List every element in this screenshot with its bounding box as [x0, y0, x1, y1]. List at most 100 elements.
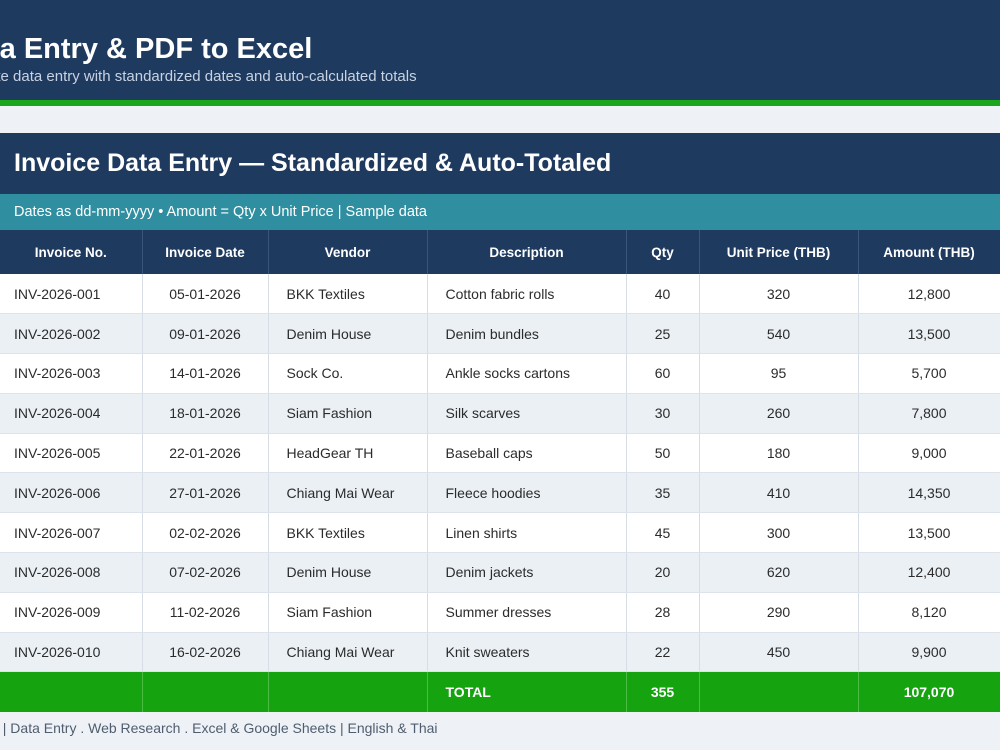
description-cell[interactable]: Ankle socks cartons — [427, 353, 627, 394]
header-divider — [0, 100, 1000, 106]
invoice-number-cell[interactable]: INV-2026-009 — [0, 592, 143, 633]
qty-cell[interactable]: 45 — [626, 512, 700, 554]
amount-cell[interactable]: 12,400 — [858, 552, 1000, 593]
vendor-cell[interactable]: Siam Fashion — [268, 393, 428, 434]
description-cell[interactable]: Linen shirts — [427, 512, 627, 554]
table-row: INV-2026-002 09-01-2026 Denim House Deni… — [0, 313, 1000, 355]
invoice-date-cell[interactable]: 07-02-2026 — [142, 552, 269, 593]
table-row: INV-2026-003 14-01-2026 Sock Co. Ankle s… — [0, 353, 1000, 394]
info-band: Dates as dd-mm-yyyy • Amount = Qty x Uni… — [0, 194, 1000, 230]
qty-cell[interactable]: 60 — [626, 353, 700, 394]
description-cell[interactable]: Denim bundles — [427, 313, 627, 355]
invoice-date-cell[interactable]: 11-02-2026 — [142, 592, 269, 633]
amount-cell[interactable]: 9,900 — [858, 632, 1000, 673]
invoice-number-cell[interactable]: INV-2026-001 — [0, 274, 143, 315]
unit-price-cell[interactable]: 300 — [699, 512, 859, 554]
amount-cell[interactable]: 13,500 — [858, 512, 1000, 554]
amount-cell[interactable]: 14,350 — [858, 472, 1000, 514]
total-row: TOTAL 355 107,070 — [0, 671, 1000, 712]
column-header[interactable]: Amount (THB) — [858, 230, 1000, 274]
unit-price-cell[interactable]: 320 — [699, 274, 859, 315]
amount-cell[interactable]: 9,000 — [858, 433, 1000, 474]
vendor-cell[interactable]: Sock Co. — [268, 353, 428, 394]
invoice-number-cell[interactable]: INV-2026-008 — [0, 552, 143, 593]
invoice-number-cell[interactable]: INV-2026-003 — [0, 353, 143, 394]
total-amount: 107,070 — [858, 671, 1000, 712]
vendor-cell[interactable]: HeadGear TH — [268, 433, 428, 474]
invoice-date-cell[interactable]: 14-01-2026 — [142, 353, 269, 394]
vendor-cell[interactable]: BKK Textiles — [268, 274, 428, 315]
description-cell[interactable]: Cotton fabric rolls — [427, 274, 627, 315]
description-cell[interactable]: Fleece hoodies — [427, 472, 627, 514]
unit-price-cell[interactable]: 620 — [699, 552, 859, 593]
vendor-cell[interactable]: BKK Textiles — [268, 512, 428, 554]
vendor-cell[interactable]: Siam Fashion — [268, 592, 428, 633]
column-header[interactable]: Description — [427, 230, 627, 274]
invoice-date-cell[interactable]: 22-01-2026 — [142, 433, 269, 474]
qty-cell[interactable]: 50 — [626, 433, 700, 474]
vendor-cell[interactable]: Chiang Mai Wear — [268, 632, 428, 673]
vendor-cell[interactable]: Denim House — [268, 313, 428, 355]
qty-cell[interactable]: 20 — [626, 552, 700, 593]
table-row: INV-2026-006 27-01-2026 Chiang Mai Wear … — [0, 472, 1000, 514]
total-empty-cell — [268, 671, 428, 712]
description-cell[interactable]: Silk scarves — [427, 393, 627, 434]
total-label: TOTAL — [427, 671, 627, 712]
invoice-number-cell[interactable]: INV-2026-010 — [0, 632, 143, 673]
qty-cell[interactable]: 22 — [626, 632, 700, 673]
invoice-date-cell[interactable]: 09-01-2026 — [142, 313, 269, 355]
vendor-cell[interactable]: Chiang Mai Wear — [268, 472, 428, 514]
column-header[interactable]: Unit Price (THB) — [699, 230, 859, 274]
table-row: INV-2026-008 07-02-2026 Denim House Deni… — [0, 552, 1000, 593]
table-row: INV-2026-001 05-01-2026 BKK Textiles Cot… — [0, 274, 1000, 315]
description-cell[interactable]: Knit sweaters — [427, 632, 627, 673]
amount-cell[interactable]: 13,500 — [858, 313, 1000, 355]
amount-cell[interactable]: 8,120 — [858, 592, 1000, 633]
amount-cell[interactable]: 5,700 — [858, 353, 1000, 394]
qty-cell[interactable]: 30 — [626, 393, 700, 434]
total-qty: 355 — [626, 671, 700, 712]
unit-price-cell[interactable]: 260 — [699, 393, 859, 434]
unit-price-cell[interactable]: 290 — [699, 592, 859, 633]
total-empty-cell — [142, 671, 269, 712]
column-header[interactable]: Invoice Date — [142, 230, 269, 274]
unit-price-cell[interactable]: 180 — [699, 433, 859, 474]
invoice-date-cell[interactable]: 16-02-2026 — [142, 632, 269, 673]
footer-text: J. | Data Entry . Web Research . Excel &… — [0, 720, 438, 736]
unit-price-cell[interactable]: 95 — [699, 353, 859, 394]
unit-price-cell[interactable]: 410 — [699, 472, 859, 514]
qty-cell[interactable]: 25 — [626, 313, 700, 355]
invoice-number-cell[interactable]: INV-2026-002 — [0, 313, 143, 355]
unit-price-cell[interactable]: 450 — [699, 632, 859, 673]
amount-cell[interactable]: 12,800 — [858, 274, 1000, 315]
qty-cell[interactable]: 35 — [626, 472, 700, 514]
description-cell[interactable]: Summer dresses — [427, 592, 627, 633]
total-empty-cell — [699, 671, 859, 712]
qty-cell[interactable]: 40 — [626, 274, 700, 315]
description-cell[interactable]: Baseball caps — [427, 433, 627, 474]
invoice-number-cell[interactable]: INV-2026-007 — [0, 512, 143, 554]
invoice-date-cell[interactable]: 27-01-2026 — [142, 472, 269, 514]
invoice-date-cell[interactable]: 18-01-2026 — [142, 393, 269, 434]
card-title: Invoice Data Entry — Standardized & Auto… — [0, 133, 1000, 194]
invoice-number-cell[interactable]: INV-2026-006 — [0, 472, 143, 514]
invoice-number-cell[interactable]: INV-2026-005 — [0, 433, 143, 474]
description-cell[interactable]: Denim jackets — [427, 552, 627, 593]
qty-cell[interactable]: 28 — [626, 592, 700, 633]
amount-cell[interactable]: 7,800 — [858, 393, 1000, 434]
unit-price-cell[interactable]: 540 — [699, 313, 859, 355]
column-header[interactable]: Qty — [626, 230, 700, 274]
total-empty-cell — [0, 671, 143, 712]
page-title: ta Entry & PDF to Excel — [0, 33, 313, 65]
column-header[interactable]: Vendor — [268, 230, 428, 274]
invoice-date-cell[interactable]: 05-01-2026 — [142, 274, 269, 315]
invoice-table: Invoice No. Invoice Date Vendor Descript… — [0, 230, 1000, 712]
table-row: INV-2026-005 22-01-2026 HeadGear TH Base… — [0, 433, 1000, 474]
page-header: ta Entry & PDF to Excel ate data entry w… — [0, 0, 1000, 100]
invoice-date-cell[interactable]: 02-02-2026 — [142, 512, 269, 554]
invoice-number-cell[interactable]: INV-2026-004 — [0, 393, 143, 434]
table-row: INV-2026-010 16-02-2026 Chiang Mai Wear … — [0, 632, 1000, 673]
table-row: INV-2026-004 18-01-2026 Siam Fashion Sil… — [0, 393, 1000, 434]
column-header[interactable]: Invoice No. — [0, 230, 143, 274]
vendor-cell[interactable]: Denim House — [268, 552, 428, 593]
